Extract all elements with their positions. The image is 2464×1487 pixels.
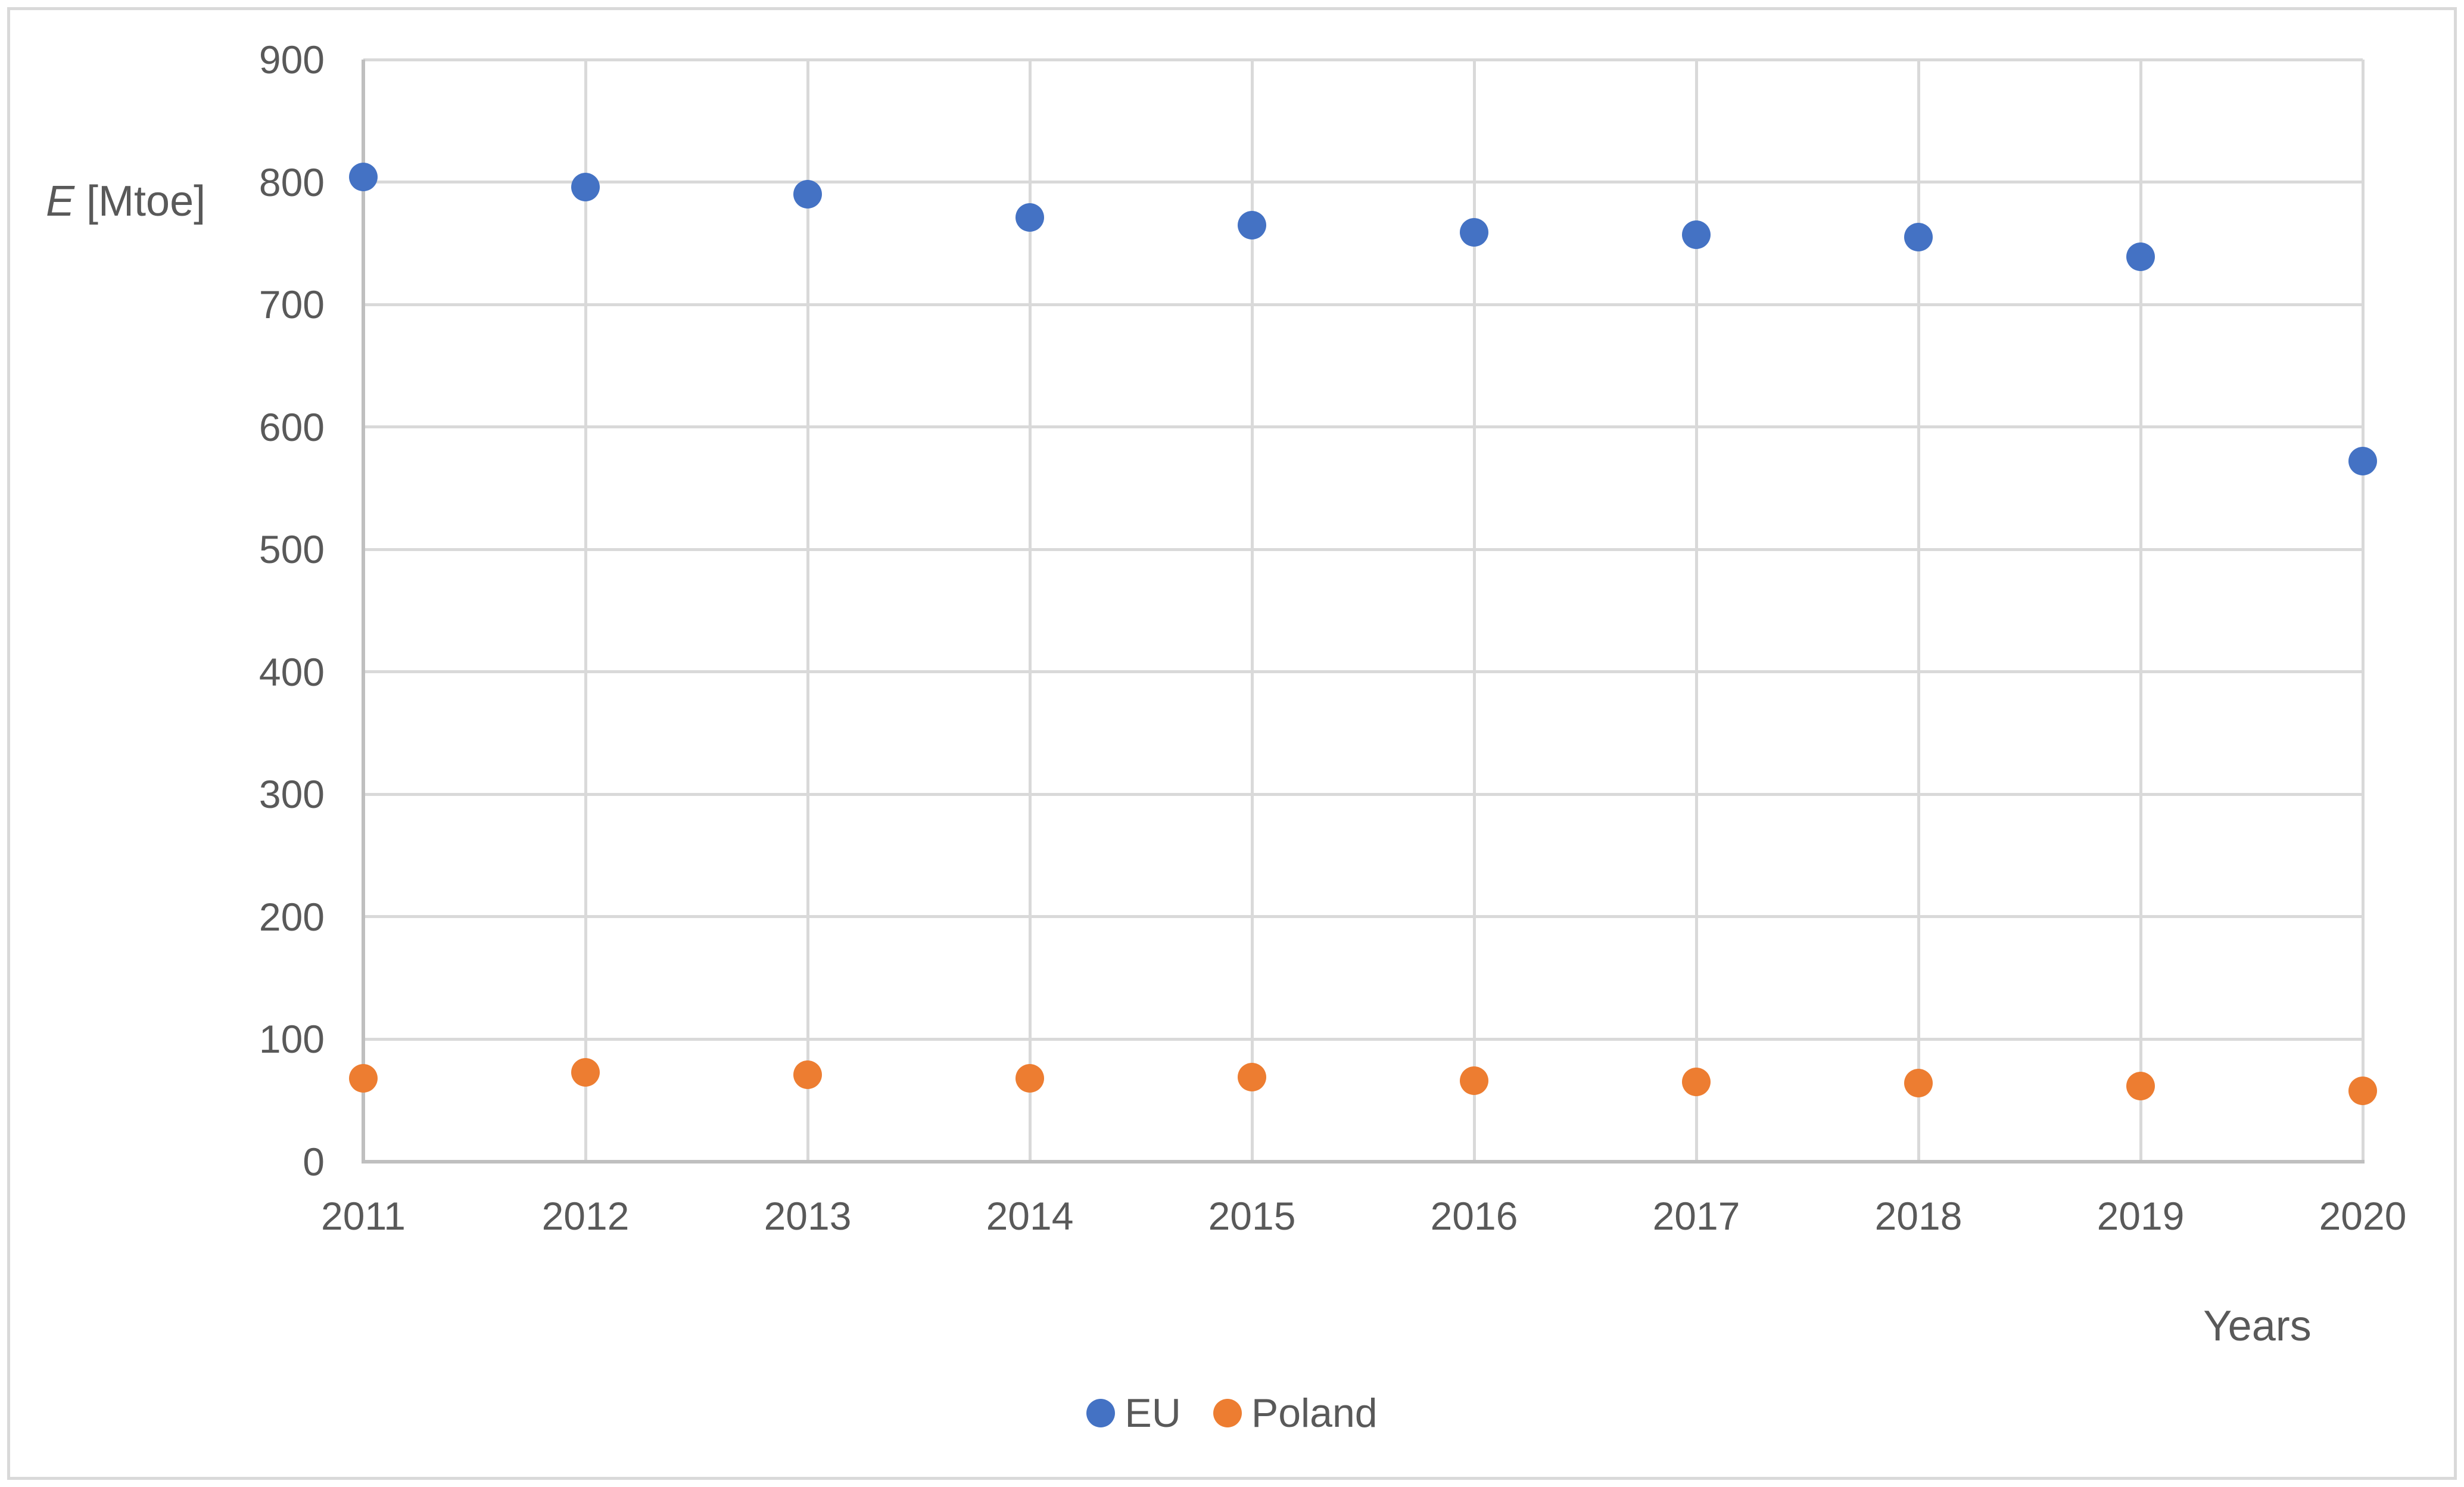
gridline-y-200 — [363, 915, 2363, 919]
gridline-x-2018 — [1917, 60, 1920, 1162]
gridline-y-500 — [363, 547, 2363, 551]
y-tick-label-800: 800 — [258, 160, 325, 204]
y-tick-label-700: 700 — [258, 282, 325, 327]
point-poland-2011 — [349, 1064, 378, 1093]
point-poland-2020 — [2348, 1076, 2377, 1105]
point-poland-2016 — [1460, 1066, 1488, 1096]
gridline-x-2020 — [2361, 60, 2365, 1162]
gridline-x-2017 — [1694, 60, 1698, 1162]
point-poland-2015 — [1238, 1063, 1266, 1092]
legend: EU Poland — [0, 1393, 2464, 1433]
x-tick-label-2015: 2015 — [1208, 1194, 1296, 1238]
legend-label-poland: Poland — [1251, 1390, 1378, 1436]
gridline-y-900 — [363, 58, 2363, 61]
x-tick-label-2017: 2017 — [1652, 1194, 1740, 1238]
x-tick-label-2014: 2014 — [986, 1194, 1074, 1238]
point-eu-2013 — [793, 180, 822, 209]
x-axis-line — [363, 1160, 2365, 1164]
y-tick-label-300: 300 — [258, 772, 325, 817]
x-tick-label-2019: 2019 — [2097, 1194, 2185, 1238]
y-axis-title: E [Mtoe] — [46, 179, 205, 224]
y-axis-title-symbol: E — [46, 178, 75, 225]
legend-marker-poland — [1213, 1399, 1242, 1427]
point-eu-2017 — [1682, 220, 1711, 249]
point-poland-2014 — [1015, 1064, 1044, 1093]
y-axis-title-unit: [Mtoe] — [74, 178, 206, 225]
point-poland-2018 — [1904, 1069, 1933, 1098]
x-tick-label-2012: 2012 — [541, 1194, 630, 1238]
gridline-x-2019 — [2139, 60, 2142, 1162]
gridline-x-2015 — [1250, 60, 1254, 1162]
gridline-x-2016 — [1472, 60, 1476, 1162]
y-axis-line — [362, 60, 365, 1164]
gridline-x-2012 — [584, 60, 587, 1162]
gridline-x-2014 — [1028, 60, 1032, 1162]
x-tick-label-2018: 2018 — [1874, 1194, 1963, 1238]
x-axis-title: Years — [2203, 1302, 2312, 1350]
y-tick-label-100: 100 — [258, 1017, 325, 1062]
y-tick-label-200: 200 — [258, 894, 325, 939]
gridline-y-700 — [363, 303, 2363, 306]
x-tick-label-2011: 2011 — [321, 1194, 406, 1238]
point-eu-2014 — [1015, 203, 1044, 232]
x-tick-label-2013: 2013 — [764, 1194, 852, 1238]
gridline-y-300 — [363, 792, 2363, 796]
gridline-x-2013 — [806, 60, 809, 1162]
point-eu-2016 — [1460, 217, 1488, 247]
legend-label-eu: EU — [1124, 1390, 1181, 1436]
point-eu-2018 — [1904, 223, 1933, 252]
legend-item-eu: EU — [1086, 1390, 1181, 1436]
point-eu-2020 — [2348, 447, 2377, 476]
legend-marker-eu — [1086, 1399, 1116, 1427]
point-poland-2017 — [1682, 1068, 1711, 1097]
x-tick-label-2016: 2016 — [1430, 1194, 1518, 1238]
point-eu-2015 — [1238, 210, 1266, 239]
y-tick-label-400: 400 — [258, 649, 325, 694]
point-eu-2012 — [571, 172, 600, 201]
y-tick-label-600: 600 — [258, 405, 325, 449]
x-tick-label-2020: 2020 — [2319, 1194, 2407, 1238]
figure-border — [7, 7, 2457, 1480]
point-eu-2019 — [2126, 242, 2155, 271]
gridline-y-600 — [363, 425, 2363, 429]
legend-item-poland: Poland — [1213, 1393, 1378, 1433]
gridline-y-400 — [363, 670, 2363, 674]
point-poland-2013 — [793, 1060, 822, 1090]
gridline-y-800 — [363, 181, 2363, 184]
point-eu-2011 — [349, 163, 378, 192]
y-tick-label-500: 500 — [258, 527, 325, 572]
y-tick-label-900: 900 — [258, 38, 325, 82]
y-tick-label-0: 0 — [303, 1140, 325, 1184]
point-poland-2012 — [571, 1057, 600, 1087]
point-poland-2019 — [2126, 1071, 2155, 1100]
gridline-y-100 — [363, 1037, 2363, 1041]
